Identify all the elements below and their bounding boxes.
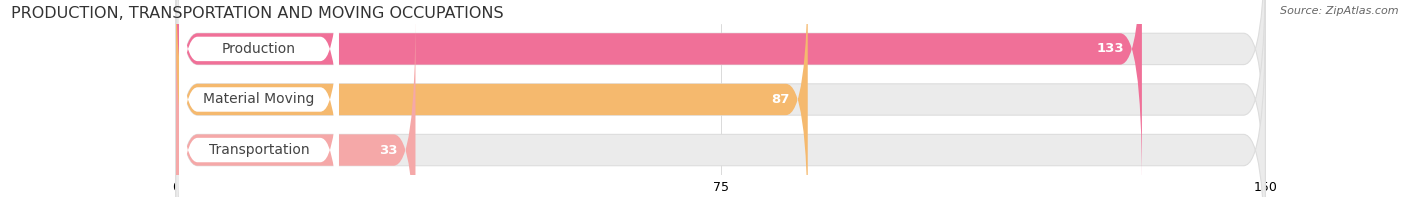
FancyBboxPatch shape (176, 0, 808, 197)
Text: 133: 133 (1097, 42, 1123, 55)
FancyBboxPatch shape (179, 33, 339, 197)
Text: Production: Production (222, 42, 295, 56)
FancyBboxPatch shape (176, 0, 1265, 185)
FancyBboxPatch shape (176, 0, 1142, 185)
FancyBboxPatch shape (176, 14, 416, 197)
Text: Transportation: Transportation (208, 143, 309, 157)
Text: 87: 87 (772, 93, 790, 106)
FancyBboxPatch shape (176, 14, 1265, 197)
Text: 33: 33 (378, 144, 398, 157)
Text: Source: ZipAtlas.com: Source: ZipAtlas.com (1281, 6, 1399, 16)
FancyBboxPatch shape (179, 0, 339, 166)
Text: PRODUCTION, TRANSPORTATION AND MOVING OCCUPATIONS: PRODUCTION, TRANSPORTATION AND MOVING OC… (11, 6, 503, 21)
Text: Material Moving: Material Moving (204, 92, 315, 107)
FancyBboxPatch shape (176, 0, 1265, 197)
FancyBboxPatch shape (179, 0, 339, 197)
